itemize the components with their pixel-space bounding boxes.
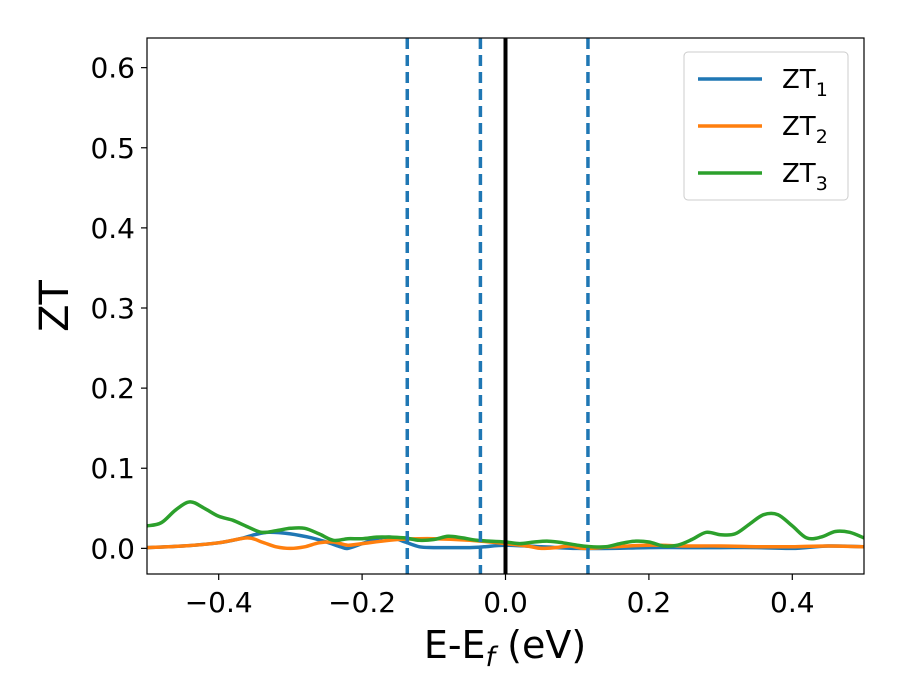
y-tick-label: 0.0	[90, 532, 135, 565]
legend-label-subscript: 1	[816, 79, 828, 101]
y-tick-label: 0.1	[90, 452, 135, 485]
x-tick-label: −0.4	[185, 586, 253, 619]
x-axis-title-unit: (eV)	[495, 623, 586, 667]
plot-area	[147, 38, 864, 574]
x-tick-label: 0.4	[770, 586, 815, 619]
x-tick-label: 0.2	[627, 586, 672, 619]
x-axis-title: E-Ef (eV)	[424, 623, 586, 673]
axes-ticks: −0.4 −0.2 0.0 0.2 0.4 0.0 0.1 0.2 0.3 0.4 0.5 0.6	[90, 52, 814, 619]
y-axis-title: ZT	[32, 280, 78, 332]
y-tick-label: 0.3	[90, 292, 135, 325]
y-tick-label: 0.5	[90, 132, 135, 165]
x-tick-label: −0.2	[328, 586, 396, 619]
y-tick-label: 0.6	[90, 52, 135, 85]
y-tick-label: 0.2	[90, 372, 135, 405]
legend-label-subscript: 2	[816, 126, 828, 148]
legend-frame	[683, 51, 849, 201]
legend-label-subscript: 3	[816, 173, 828, 195]
x-tick-label: 0.0	[483, 586, 528, 619]
y-tick-label: 0.4	[90, 212, 135, 245]
